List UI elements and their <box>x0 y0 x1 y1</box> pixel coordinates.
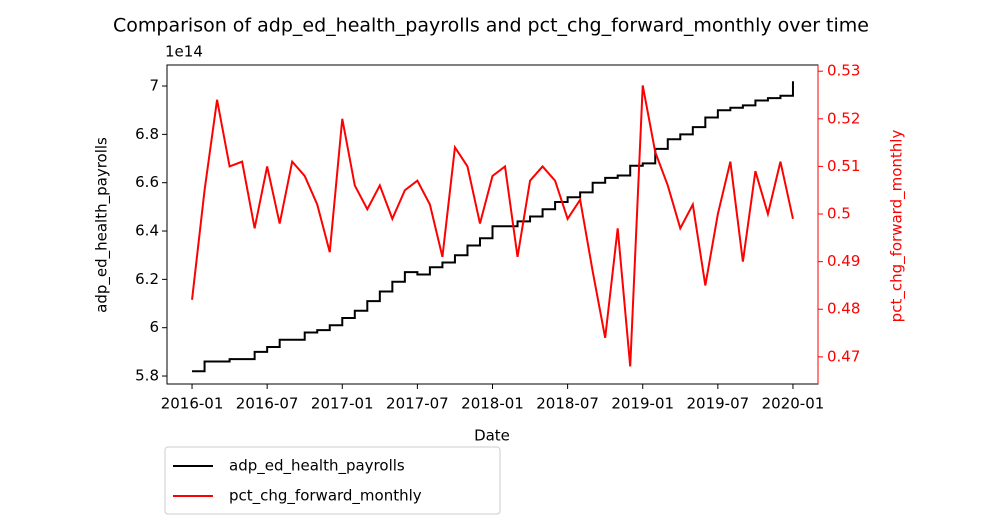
series-line <box>192 81 794 373</box>
x-tick-label: 2018-07 <box>536 395 599 413</box>
legend-label: adp_ed_health_payrolls <box>229 457 405 476</box>
legend-box <box>164 446 501 515</box>
y2-axis-label: pct_chg_forward_monthly <box>888 130 907 323</box>
y2-tick-label: 0.48 <box>827 300 860 318</box>
x-tick-label: 2017-01 <box>311 395 374 413</box>
x-axis-label: Date <box>474 427 510 445</box>
x-tick-label: 2019-01 <box>611 395 674 413</box>
x-tick-label: 2018-01 <box>461 395 524 413</box>
y-tick-label: 7 <box>149 77 159 95</box>
y-offset-label: 1e14 <box>165 43 203 61</box>
chart-title: Comparison of adp_ed_health_payrolls and… <box>113 15 869 37</box>
y2-tick-label: 0.53 <box>827 62 860 80</box>
y-tick-label: 6.6 <box>135 173 159 191</box>
x-tick-label: 2017-07 <box>386 395 449 413</box>
y-tick-label: 6.2 <box>135 270 159 288</box>
legend-label: pct_chg_forward_monthly <box>229 487 422 506</box>
y-tick-label: 6.8 <box>135 125 159 143</box>
y-tick-label: 6 <box>149 318 159 336</box>
y2-tick-label: 0.51 <box>827 157 860 175</box>
x-tick-label: 2020-01 <box>762 395 825 413</box>
y2-tick-label: 0.5 <box>827 205 851 223</box>
y2-tick-label: 0.47 <box>827 347 860 365</box>
x-tick-label: 2016-07 <box>236 395 299 413</box>
y2-tick-label: 0.49 <box>827 252 860 270</box>
plot-frame <box>166 64 819 385</box>
y2-tick-label: 0.52 <box>827 109 860 127</box>
y-tick-label: 6.4 <box>135 222 159 240</box>
y-axis-label: adp_ed_health_payrolls <box>93 137 112 313</box>
x-tick-label: 2016-01 <box>161 395 224 413</box>
x-tick-label: 2019-07 <box>687 395 750 413</box>
series-line <box>191 85 794 367</box>
y-tick-label: 5.8 <box>135 367 159 385</box>
